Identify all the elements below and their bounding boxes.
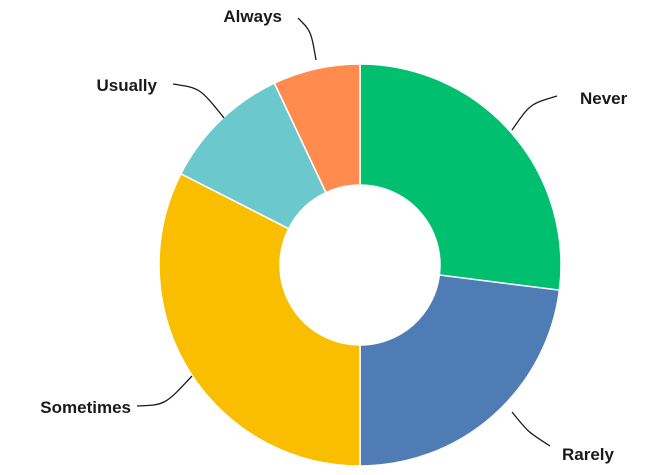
slice-label-never: Never: [580, 89, 628, 108]
leader-line-rarely: [511, 411, 551, 447]
slice-never: [359, 63, 562, 292]
leader-lines-group: [136, 17, 558, 447]
leader-line-usually: [172, 83, 225, 119]
slices-group: [158, 63, 562, 467]
slice-labels-group: Never Rarely Sometimes Usually Always: [40, 7, 627, 464]
leader-line-always: [297, 17, 317, 61]
slice-label-sometimes: Sometimes: [40, 398, 131, 417]
slice-label-always: Always: [223, 7, 282, 26]
leader-line-sometimes: [136, 375, 193, 407]
slice-label-usually: Usually: [97, 76, 158, 95]
leader-line-never: [511, 95, 558, 131]
slice-sometimes: [158, 172, 361, 467]
slice-rarely: [359, 274, 561, 467]
slice-always: [273, 63, 361, 194]
slice-label-rarely: Rarely: [562, 445, 615, 464]
